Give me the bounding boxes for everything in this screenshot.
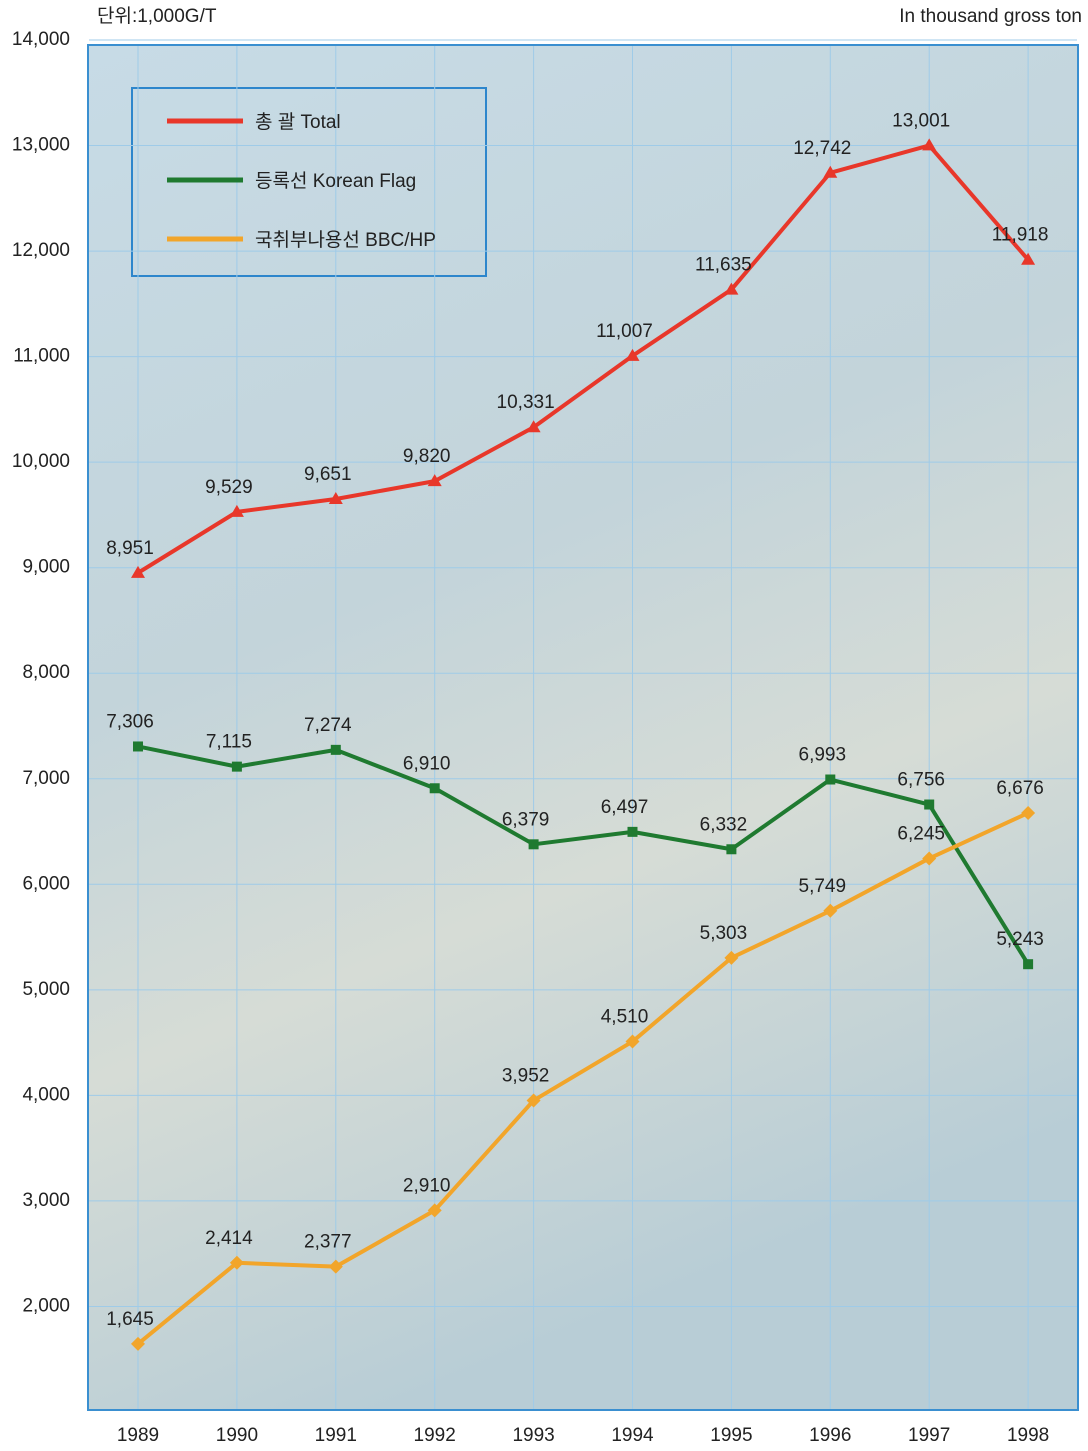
- legend-label: 총 괄 Total: [255, 111, 341, 133]
- y-tick-label: 3,000: [22, 1190, 70, 1211]
- data-label: 10,331: [497, 392, 555, 413]
- data-label: 2,414: [205, 1228, 253, 1249]
- data-label: 6,910: [403, 753, 451, 774]
- marker: [529, 839, 539, 849]
- data-label: 12,742: [793, 138, 851, 159]
- data-label: 5,749: [799, 876, 847, 897]
- data-label: 7,306: [106, 711, 154, 732]
- data-label: 1,645: [106, 1309, 154, 1330]
- marker: [924, 800, 934, 810]
- marker: [430, 783, 440, 793]
- data-label: 6,993: [799, 745, 847, 766]
- marker: [825, 775, 835, 785]
- data-label: 11,918: [992, 225, 1049, 246]
- data-label: 6,245: [897, 823, 945, 844]
- data-label: 5,243: [996, 929, 1044, 950]
- x-tick-label: 1994: [611, 1425, 654, 1446]
- unit-label-en: In thousand gross ton: [899, 6, 1082, 27]
- x-tick-label: 1996: [809, 1425, 851, 1446]
- x-tick-label: 1995: [710, 1425, 752, 1446]
- data-label: 9,529: [205, 477, 253, 498]
- unit-label: 단위:1,000G/T: [97, 5, 217, 27]
- y-tick-label: 10,000: [12, 451, 70, 472]
- y-tick-label: 8,000: [22, 662, 70, 683]
- y-tick-label: 5,000: [22, 979, 70, 1000]
- chart: 단위:1,000G/T In thousand gross ton 2,000 3…: [0, 0, 1088, 1451]
- marker: [232, 762, 242, 772]
- x-tick-label: 1998: [1007, 1425, 1049, 1446]
- y-tick-label: 13,000: [12, 135, 70, 156]
- y-tick-label: 7,000: [22, 768, 70, 789]
- y-tick-label: 12,000: [12, 240, 70, 261]
- x-tick-label: 1992: [414, 1425, 456, 1446]
- x-tick-label: 1989: [117, 1425, 159, 1446]
- marker: [628, 827, 638, 837]
- data-label: 8,951: [106, 538, 154, 559]
- data-label: 5,303: [700, 923, 748, 944]
- marker: [726, 844, 736, 854]
- marker: [133, 741, 143, 751]
- data-label: 6,379: [502, 809, 550, 830]
- x-tick-label: 1993: [512, 1425, 554, 1446]
- data-label: 9,820: [403, 446, 451, 467]
- data-label: 6,332: [700, 814, 748, 835]
- x-tick-label: 1991: [315, 1425, 357, 1446]
- legend-label: 국취부나용선 BBC/HP: [255, 229, 436, 251]
- data-label: 6,676: [996, 778, 1044, 799]
- data-label: 6,497: [601, 797, 649, 818]
- marker: [331, 745, 341, 755]
- data-label: 7,115: [206, 732, 252, 753]
- y-tick-label: 14,000: [12, 29, 70, 50]
- data-label: 7,274: [304, 715, 352, 736]
- data-label: 9,651: [304, 464, 352, 485]
- x-tick-label: 1990: [216, 1425, 258, 1446]
- data-label: 6,756: [897, 770, 945, 791]
- data-label: 11,007: [596, 321, 653, 342]
- y-tick-label: 4,000: [22, 1084, 70, 1105]
- data-label: 3,952: [502, 1065, 550, 1086]
- data-label: 13,001: [892, 110, 950, 131]
- data-label: 11,635: [695, 255, 752, 276]
- y-tick-label: 2,000: [22, 1295, 70, 1316]
- data-label: 2,377: [304, 1232, 352, 1253]
- data-label: 4,510: [601, 1007, 649, 1028]
- data-label: 2,910: [403, 1175, 451, 1196]
- legend-label: 등록선 Korean Flag: [255, 170, 416, 192]
- x-tick-label: 1997: [908, 1425, 950, 1446]
- y-tick-label: 11,000: [13, 346, 70, 367]
- y-tick-label: 9,000: [22, 557, 70, 578]
- marker: [1023, 959, 1033, 969]
- y-tick-label: 6,000: [22, 873, 70, 894]
